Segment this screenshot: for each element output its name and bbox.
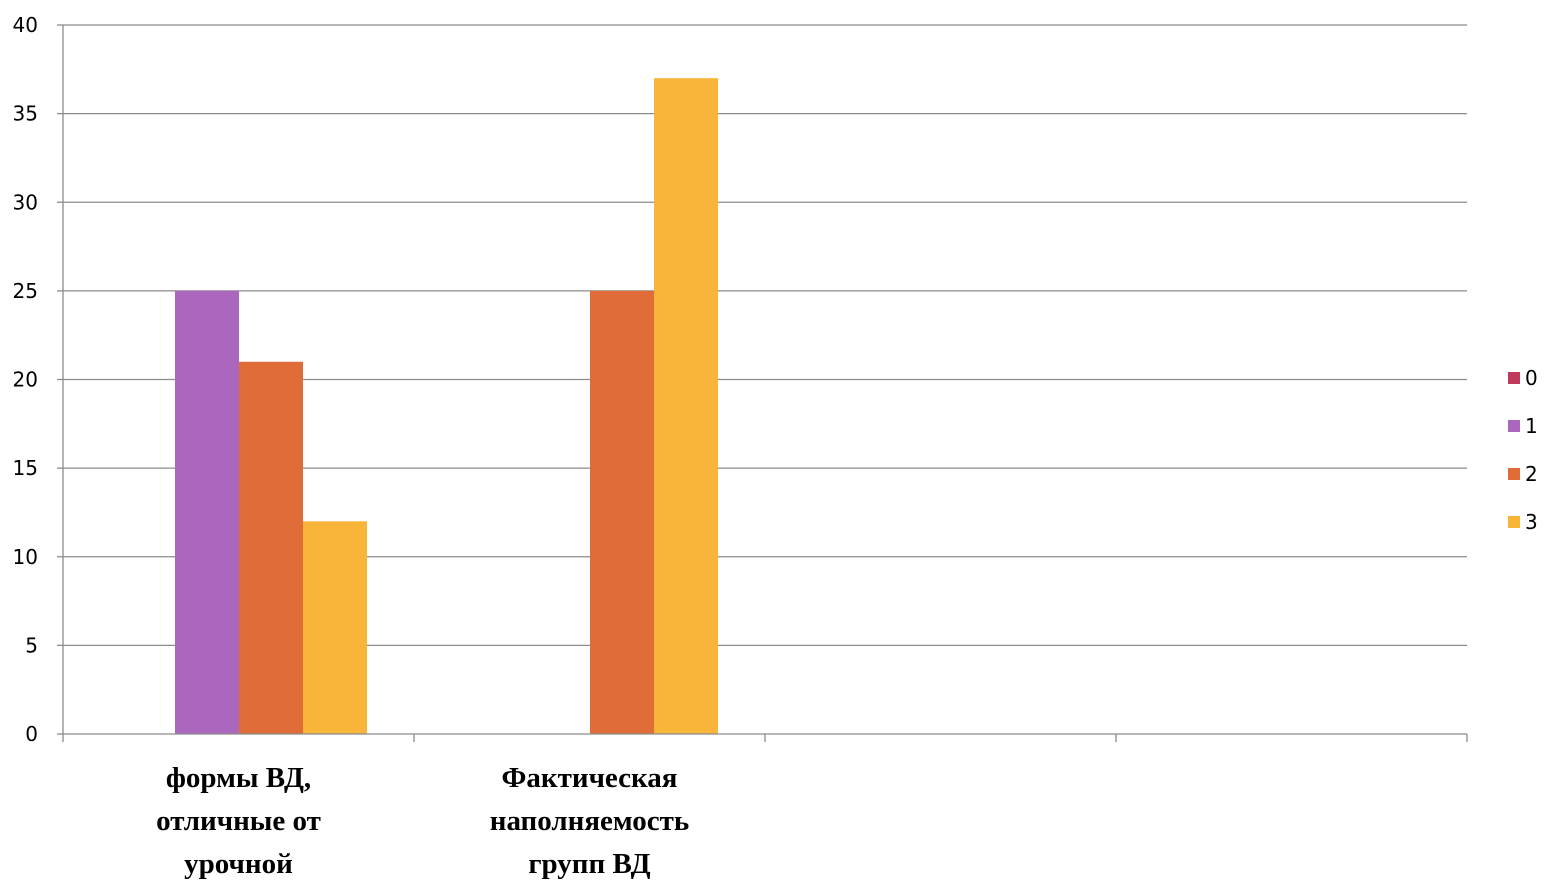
x-category-label: Фактическая <box>502 762 678 794</box>
y-tick-label: 30 <box>13 190 38 214</box>
y-tick-label: 10 <box>13 545 38 569</box>
legend: 0 1 2 3 <box>1508 366 1538 534</box>
bar-series-1 <box>175 290 239 734</box>
y-tick-label: 15 <box>13 456 38 480</box>
y-axis-ticks: 0 5 10 15 20 25 30 35 40 <box>13 13 38 746</box>
y-tick-label: 0 <box>25 722 38 746</box>
y-tick-label: 5 <box>25 633 38 657</box>
legend-swatch <box>1508 516 1520 528</box>
x-category-label: групп ВД <box>528 848 650 880</box>
y-tick-label: 40 <box>13 13 38 37</box>
y-tick-label: 35 <box>13 102 38 126</box>
bar-series-2 <box>590 290 654 734</box>
legend-label: 0 <box>1525 366 1538 390</box>
x-category-label: отличные от <box>156 805 321 837</box>
legend-label: 3 <box>1525 510 1538 534</box>
bar-series-2 <box>239 361 303 734</box>
bars <box>175 78 718 735</box>
legend-swatch <box>1508 468 1520 480</box>
bar-series-3 <box>654 78 718 735</box>
y-tick-label: 25 <box>13 279 38 303</box>
legend-swatch <box>1508 420 1520 432</box>
x-axis-categories: формы ВД, отличные от урочной Фактическая на… <box>156 762 689 880</box>
x-category-label: формы ВД, <box>166 762 311 794</box>
legend-label: 2 <box>1525 462 1538 486</box>
y-tick-label: 20 <box>13 368 38 392</box>
x-category-label: урочной <box>184 848 293 880</box>
legend-label: 1 <box>1525 414 1538 438</box>
bar-series-3 <box>303 521 367 734</box>
legend-swatch <box>1508 372 1520 384</box>
x-category-label: наполняемость <box>490 805 690 837</box>
axes <box>57 24 1468 742</box>
